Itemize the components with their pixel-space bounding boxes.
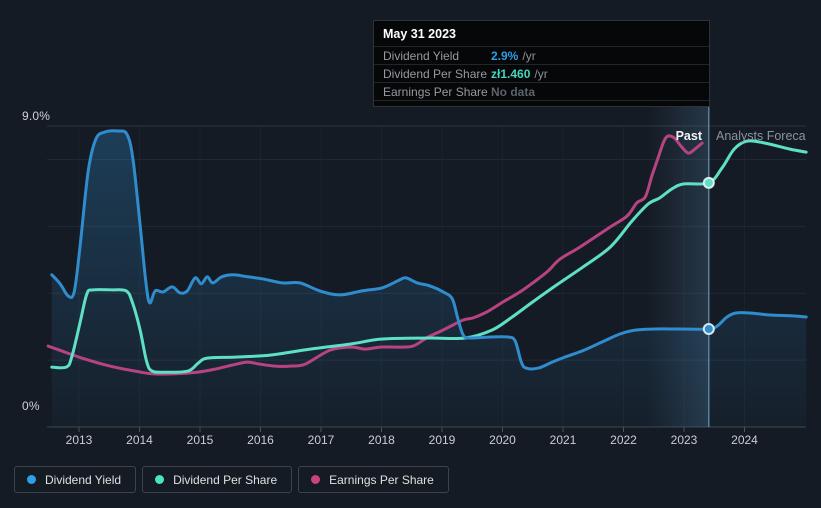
earnings-per-share-line: [46, 134, 704, 376]
x-axis-label-2021: 2021: [549, 433, 577, 447]
x-axis-label-2014: 2014: [126, 433, 153, 447]
x-axis-label-2024: 2024: [731, 433, 758, 447]
x-axis-label-2019: 2019: [428, 433, 456, 447]
x-axis-label-2022: 2022: [610, 433, 637, 447]
dividend-yield-dot-icon: [27, 475, 36, 484]
tooltip-value: zł1.460: [491, 66, 531, 81]
y-axis-label-min: 0%: [22, 399, 40, 413]
forecast-region-label: Analysts Forecast: [716, 129, 806, 143]
x-axis-label-2020: 2020: [489, 433, 516, 447]
x-axis-label-2023: 2023: [670, 433, 698, 447]
tooltip: May 31 2023 Dividend Yield 2.9% /yr Divi…: [373, 20, 710, 107]
legend-item-dividend-per-share[interactable]: Dividend Per Share: [142, 466, 293, 493]
dividend-per-share-line: [50, 139, 808, 374]
tooltip-unit: /yr: [522, 48, 536, 63]
legend-label: Dividend Yield: [45, 472, 122, 487]
x-axis-label-2013: 2013: [65, 433, 93, 447]
dividend-per-share-dot-icon: [155, 475, 165, 484]
tooltip-value: No data: [491, 84, 536, 99]
dividend-yield-line: [50, 129, 808, 371]
tooltip-label: Dividend Per Share: [383, 66, 488, 81]
legend-label: Earnings Per Share: [329, 472, 434, 487]
tooltip-row-earnings-per-share: Earnings Per Share No data: [374, 82, 709, 101]
tooltip-label: Earnings Per Share: [383, 84, 488, 99]
tooltip-label: Dividend Yield: [383, 48, 460, 63]
tooltip-value: 2.9%: [491, 48, 519, 63]
tooltip-row-dividend-per-share: Dividend Per Share zł1.460 /yr: [374, 64, 709, 82]
earnings-per-share-dot-icon: [311, 475, 321, 484]
legend: Dividend Yield Dividend Per Share Earnin…: [14, 466, 455, 493]
tooltip-date: May 31 2023: [383, 27, 456, 41]
axis-ticks: [78, 427, 745, 432]
x-axis-label-2017: 2017: [307, 433, 335, 447]
dividend-yield-marker[interactable]: [702, 323, 715, 336]
dividend-per-share-marker[interactable]: [702, 176, 715, 189]
tooltip-row-dividend-yield: Dividend Yield 2.9% /yr: [374, 46, 709, 64]
y-axis-label-max: 9.0%: [22, 109, 51, 123]
x-axis-label-2018: 2018: [368, 433, 395, 447]
dividend-yield-area: [51, 130, 807, 427]
tooltip-unit: /yr: [534, 66, 548, 81]
legend-label: Dividend Per Share: [173, 472, 278, 487]
x-axis-label-2015: 2015: [186, 433, 214, 447]
legend-item-dividend-yield[interactable]: Dividend Yield: [14, 466, 137, 493]
x-axis-label-2016: 2016: [247, 433, 274, 447]
past-region-label: Past: [675, 129, 702, 143]
legend-item-earnings-per-share[interactable]: Earnings Per Share: [298, 466, 449, 493]
